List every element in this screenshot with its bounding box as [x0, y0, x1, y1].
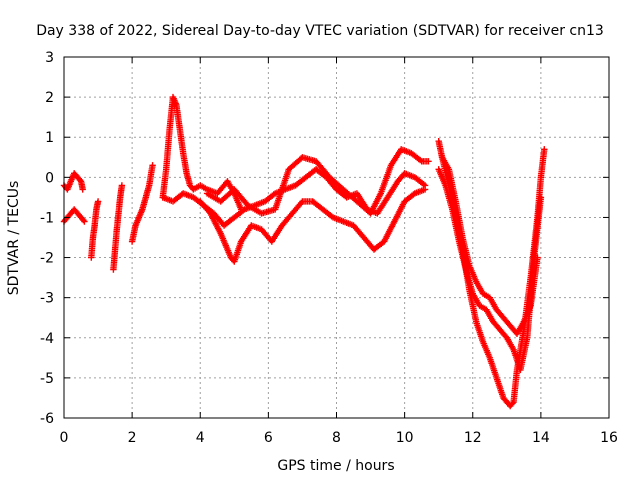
series-markers — [60, 206, 88, 225]
series-markers — [88, 198, 102, 261]
x-tick-label: 4 — [196, 430, 205, 446]
x-tick-label: 2 — [128, 430, 137, 446]
y-tick-label: -4 — [40, 331, 54, 347]
series-markers — [60, 170, 86, 193]
x-tick-label: 8 — [332, 430, 341, 446]
chart-title: Day 338 of 2022, Sidereal Day-to-day VTE… — [36, 23, 604, 39]
x-tick-label: 16 — [600, 430, 618, 446]
y-axis-label: SDTVAR / TECUs — [6, 181, 22, 296]
x-tick-label: 12 — [464, 430, 482, 446]
x-tick-label: 6 — [264, 430, 273, 446]
data-series — [197, 186, 429, 265]
data-series — [203, 146, 432, 217]
series-markers — [128, 162, 156, 245]
y-tick-label: -1 — [40, 210, 54, 226]
data-series — [159, 166, 429, 229]
plot-frame — [63, 56, 610, 419]
series-markers — [110, 182, 126, 273]
y-tick-label: -2 — [40, 251, 54, 267]
data-series — [88, 198, 102, 261]
x-tick-label: 10 — [396, 430, 414, 446]
data-series — [438, 154, 541, 337]
data-series — [60, 170, 86, 193]
y-tick-label: 0 — [45, 170, 54, 186]
series-markers — [197, 186, 429, 265]
y-tick-label: 1 — [45, 130, 54, 146]
y-tick-label: 3 — [45, 50, 54, 66]
data-series — [128, 162, 156, 245]
x-tick-label: 14 — [532, 430, 550, 446]
x-axis-label: GPS time / hours — [277, 458, 394, 474]
data-series — [110, 182, 126, 273]
y-tick-label: 2 — [45, 90, 54, 106]
y-tick-label: -3 — [40, 291, 54, 307]
marks-layer — [60, 93, 548, 410]
y-tick-label: -6 — [40, 411, 54, 427]
grid-layer — [64, 57, 609, 418]
data-series — [60, 206, 88, 225]
x-tick-label: 0 — [60, 430, 69, 446]
y-tick-label: -5 — [40, 371, 54, 387]
